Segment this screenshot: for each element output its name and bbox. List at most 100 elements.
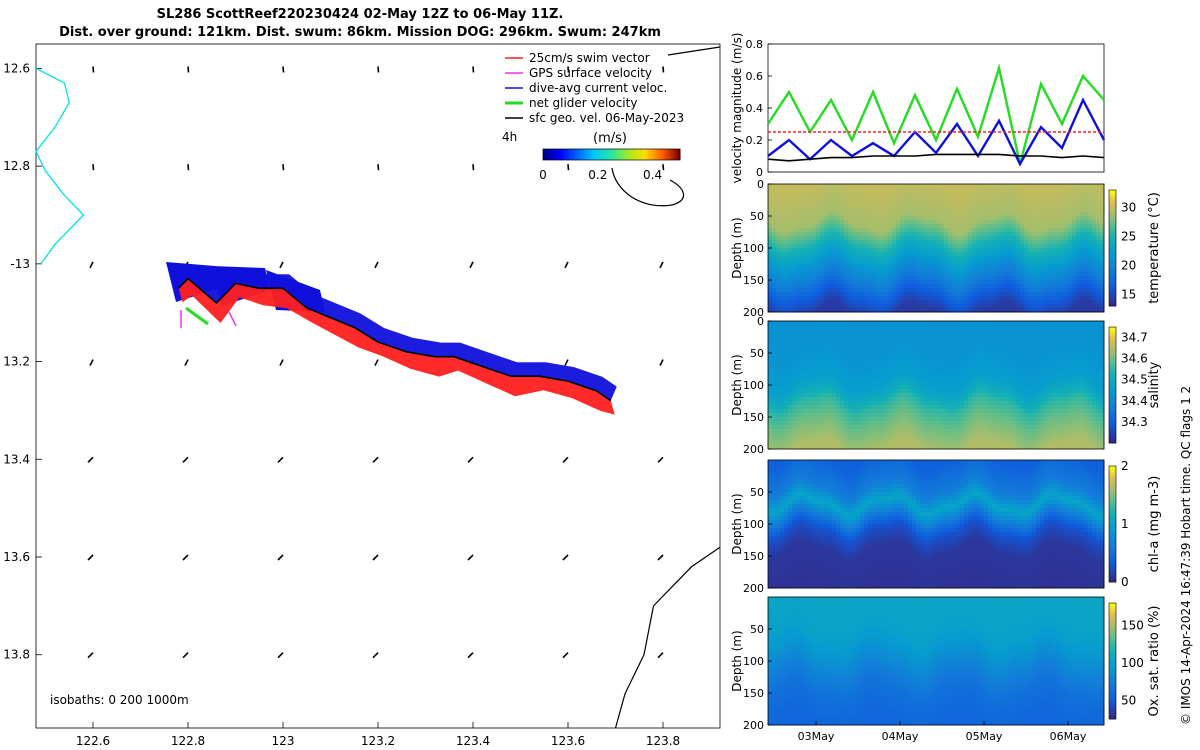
temperature-cell [1096, 260, 1101, 265]
temperature-cell [788, 280, 793, 285]
temperature-cell [792, 224, 797, 229]
salinity-cell [1024, 341, 1029, 346]
temperature-cell [1084, 268, 1089, 273]
temperature-cell [1036, 184, 1041, 189]
temperature-cell [844, 224, 849, 229]
salinity-cell [964, 393, 969, 398]
colorbar-segment [657, 149, 660, 160]
temperature-cell [816, 248, 821, 253]
temperature-cell [1020, 272, 1025, 277]
colorbar-segment [650, 149, 654, 160]
salinity-cell [800, 361, 805, 366]
salinity-cell [924, 417, 929, 422]
temperature-cell [964, 236, 969, 241]
temperature-cell [812, 204, 817, 209]
salinity-cell [928, 353, 933, 358]
temperature-cell [1028, 192, 1033, 197]
salinity-cell [968, 357, 973, 362]
temperature-cell [840, 248, 845, 253]
temperature-cell [948, 184, 953, 189]
temperature-cell [1000, 184, 1005, 189]
temperature-cell [912, 260, 917, 265]
salinity-cell [932, 373, 937, 378]
salinity-cell [784, 345, 789, 350]
salinity-cell [984, 445, 989, 450]
colorbar-segment [574, 149, 578, 160]
salinity-cell [916, 373, 921, 378]
salinity-cell [988, 405, 993, 410]
salinity-cell [996, 413, 1001, 418]
temperature-cell [784, 304, 789, 309]
salinity-cell [816, 337, 821, 342]
salinity-cell [884, 325, 889, 330]
salinity-cell [988, 409, 993, 414]
temperature-cell [1008, 204, 1013, 209]
temperature-cell [948, 252, 953, 257]
temperature-cell [1020, 288, 1025, 293]
salinity-cell [772, 409, 777, 414]
salinity-cell [832, 405, 837, 410]
temperature-cell [860, 216, 865, 221]
salinity-cell [856, 365, 861, 370]
salinity-cell [816, 393, 821, 398]
temperature-cell [812, 260, 817, 265]
temperature-cell [904, 300, 909, 305]
temperature-cell [840, 184, 845, 189]
temperature-cell [976, 240, 981, 245]
salinity-cell [808, 389, 813, 394]
salinity-cell [884, 333, 889, 338]
temperature-cell [796, 236, 801, 241]
temperature-cell [912, 252, 917, 257]
temperature-cell [1084, 196, 1089, 201]
salinity-cell [1012, 365, 1017, 370]
temperature-cell [1080, 272, 1085, 277]
temperature-cell [780, 240, 785, 245]
temperature-cell [1076, 260, 1081, 265]
salinity-cell [936, 369, 941, 374]
salinity-cell [948, 417, 953, 422]
temperature-cell [988, 220, 993, 225]
salinity-cell [892, 381, 897, 386]
salinity-cell [908, 385, 913, 390]
temperature-cell [832, 284, 837, 289]
salinity-cell [988, 337, 993, 342]
salinity-cell [988, 325, 993, 330]
salinity-cell [916, 405, 921, 410]
salinity-cell [996, 321, 1001, 326]
temperature-cell [1060, 304, 1065, 309]
salinity-cell [884, 345, 889, 350]
salinity-cell [880, 381, 885, 386]
temperature-cell [1024, 300, 1029, 305]
salinity-cell [816, 385, 821, 390]
temperature-cell [812, 300, 817, 305]
salinity-cell [840, 397, 845, 402]
temperature-cell [1056, 260, 1061, 265]
temperature-cell [892, 188, 897, 193]
salinity-cell [928, 393, 933, 398]
salinity-cell [908, 325, 913, 330]
temperature-cell [784, 232, 789, 237]
temperature-cell [896, 252, 901, 257]
temperature-cell [900, 200, 905, 205]
salinity-cell [956, 373, 961, 378]
temperature-cell [804, 280, 809, 285]
temperature-cell [856, 224, 861, 229]
temperature-cell [836, 224, 841, 229]
salinity-cell [848, 437, 853, 442]
temperature-cell [1060, 248, 1065, 253]
sfc-geo-vector [87, 652, 94, 659]
salinity-cell [856, 417, 861, 422]
temperature-cell [820, 240, 825, 245]
salinity-cell [772, 345, 777, 350]
salinity-cell [1004, 381, 1009, 386]
salinity-cell [956, 349, 961, 354]
temperature-cell [816, 204, 821, 209]
salinity-cell [1008, 349, 1013, 354]
temperature-cell [828, 236, 833, 241]
salinity-cell [984, 389, 989, 394]
temperature-cell [772, 196, 777, 201]
salinity-cell [872, 393, 877, 398]
temperature-cell [820, 276, 825, 281]
salinity-cell [964, 397, 969, 402]
temperature-cell [1068, 204, 1073, 209]
